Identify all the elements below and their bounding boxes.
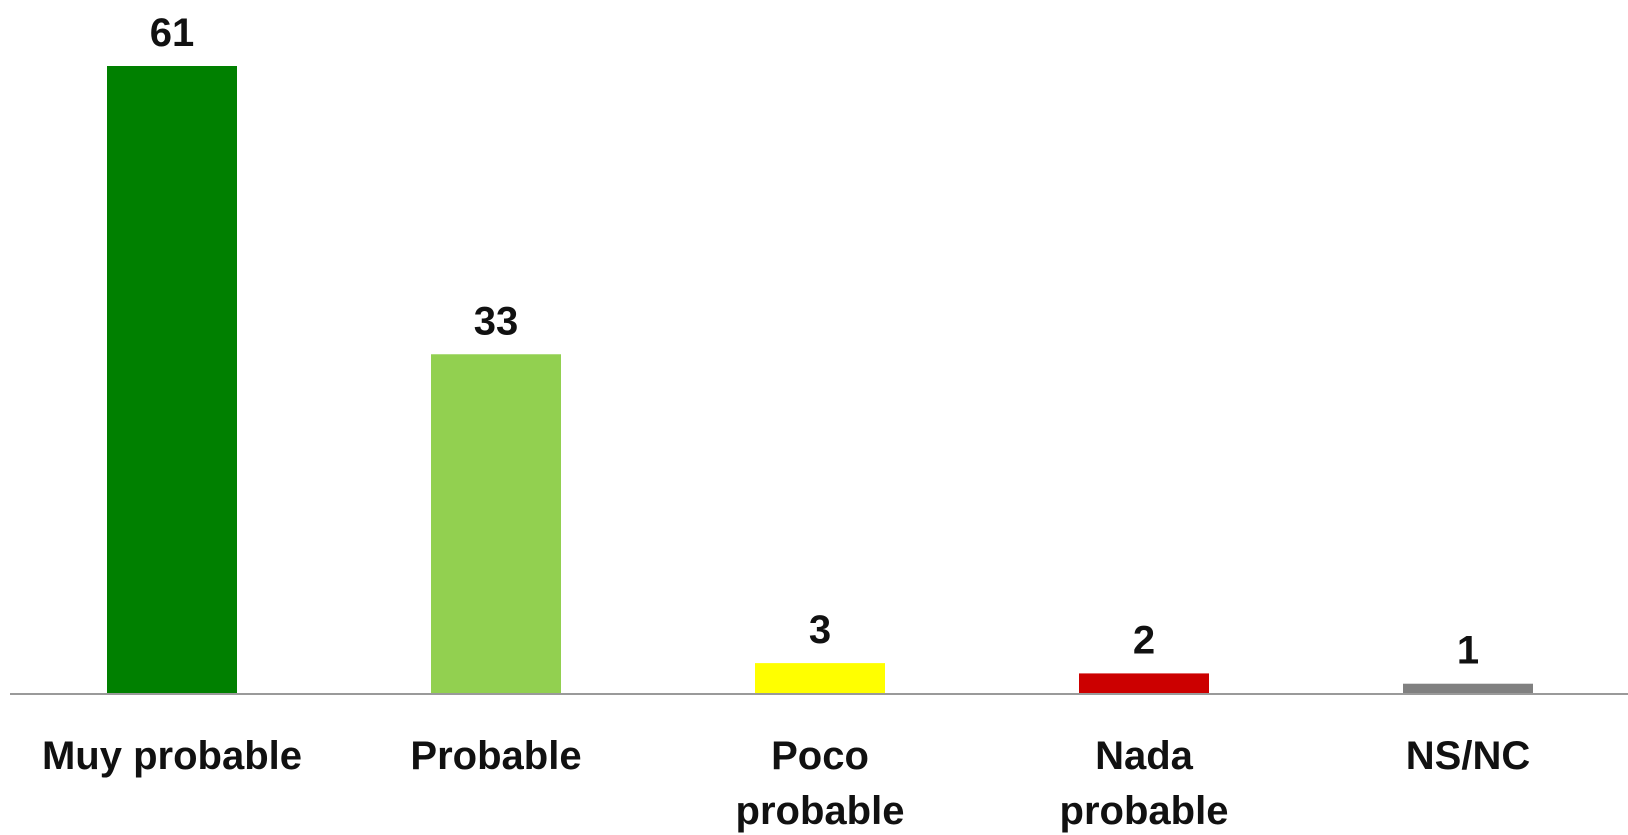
category-label-nada-probable: Nada probable [1060, 734, 1229, 833]
category-label-line: probable [736, 789, 905, 833]
category-label-poco-probable: Poco probable [736, 734, 905, 833]
category-label-line: Nada [1095, 734, 1194, 778]
category-label-line: Poco [771, 734, 869, 778]
data-label-ns-nc: 1 [1457, 629, 1479, 673]
category-label-muy-probable: Muy probable [42, 734, 302, 778]
category-label-line: Muy probable [42, 734, 302, 778]
bar-poco-probable [755, 663, 885, 694]
category-label-line: probable [1060, 789, 1229, 833]
category-labels-group: Muy probable Probable Poco probable Nada prob… [42, 734, 1530, 833]
category-label-line: NS/NC [1406, 734, 1530, 778]
category-label-line: Probable [410, 734, 581, 778]
category-label-probable: Probable [410, 734, 581, 778]
bars-group [107, 66, 1533, 694]
bar-ns-nc [1403, 683, 1533, 694]
data-label-muy-probable: 61 [150, 11, 195, 55]
category-label-ns-nc: NS/NC [1406, 734, 1530, 778]
data-label-nada-probable: 2 [1133, 618, 1155, 662]
bar-nada-probable [1079, 673, 1209, 694]
data-label-poco-probable: 3 [809, 608, 831, 652]
data-label-probable: 33 [474, 299, 519, 343]
bar-muy-probable [107, 66, 237, 694]
bar-probable [431, 354, 561, 694]
